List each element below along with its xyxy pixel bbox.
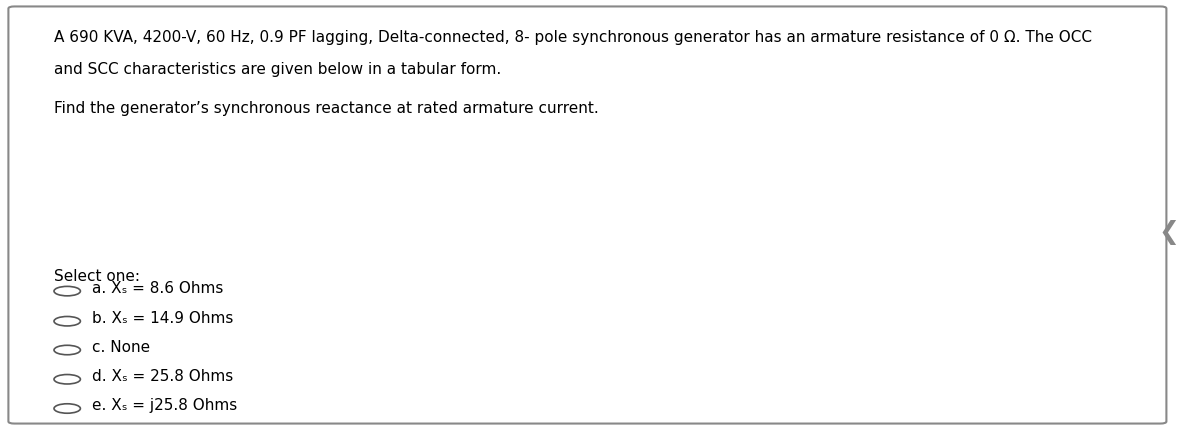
Text: d. Xₛ = 25.8 Ohms: d. Xₛ = 25.8 Ohms <box>92 369 234 384</box>
Text: A 690 KVA, 4200-V, 60 Hz, 0.9 PF lagging, Delta-connected, 8- pole synchronous g: A 690 KVA, 4200-V, 60 Hz, 0.9 PF lagging… <box>54 30 1092 45</box>
Text: and SCC characteristics are given below in a tabular form.: and SCC characteristics are given below … <box>54 62 502 77</box>
Text: b. Xₛ = 14.9 Ohms: b. Xₛ = 14.9 Ohms <box>92 311 234 326</box>
Text: Find the generator’s synchronous reactance at rated armature current.: Find the generator’s synchronous reactan… <box>54 101 599 116</box>
Text: c. None: c. None <box>92 340 150 355</box>
Text: a. Xₛ = 8.6 Ohms: a. Xₛ = 8.6 Ohms <box>92 281 223 296</box>
Text: e. Xₛ = j25.8 Ohms: e. Xₛ = j25.8 Ohms <box>92 398 238 413</box>
Text: ❮: ❮ <box>1158 220 1180 245</box>
Text: Select one:: Select one: <box>54 269 140 284</box>
